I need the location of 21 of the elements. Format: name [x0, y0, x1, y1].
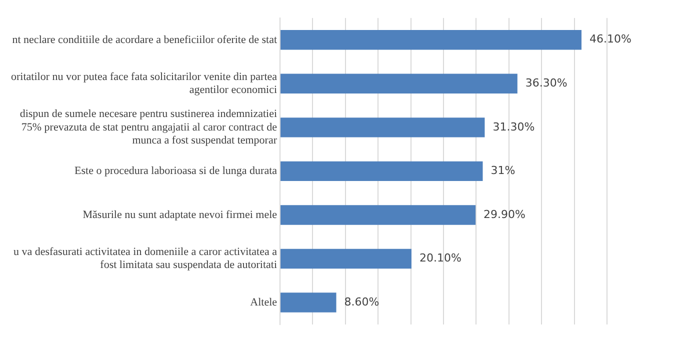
- y-tick-label: u va desfasurati activitatea in domeniile a caror activitatea a fost limitata sau suspendata de autoritati: [13, 246, 278, 272]
- bar: [280, 292, 336, 312]
- data-label: 31.30%: [492, 120, 535, 134]
- bar: [280, 30, 582, 50]
- y-tick-label: Este o procedura laborioasa si de lunga durata: [74, 165, 278, 178]
- y-tick-label: nt neclare conditiile de acordare a beneficiilor oferite de stat: [12, 34, 278, 46]
- data-label: 8.60%: [344, 295, 380, 308]
- data-label: 46.10%: [589, 32, 632, 46]
- data-label: 29.90%: [484, 208, 526, 221]
- bar: [280, 205, 476, 225]
- bar: [280, 161, 483, 182]
- data-label: 31%: [490, 164, 516, 178]
- y-tick-label: Măsurile nu sunt adaptate nevoi firmei mele: [82, 208, 278, 221]
- bar: [280, 118, 485, 138]
- bar: [280, 74, 518, 94]
- y-tick-label: Altele: [250, 296, 278, 308]
- data-label: 36.30%: [525, 76, 568, 90]
- data-label: 20.10%: [419, 252, 462, 265]
- bar: [280, 248, 412, 269]
- y-tick-label: oritatilor nu vor putea face fata solicitarilor venite din partea agentilor economici: [10, 70, 278, 96]
- y-tick-label: dispun de sumele necesare pentru sustinerea indemnizatiei 75% prevazuta de stat pentru angajatii al caror contract de munca a fost suspendat temporar: [20, 108, 278, 147]
